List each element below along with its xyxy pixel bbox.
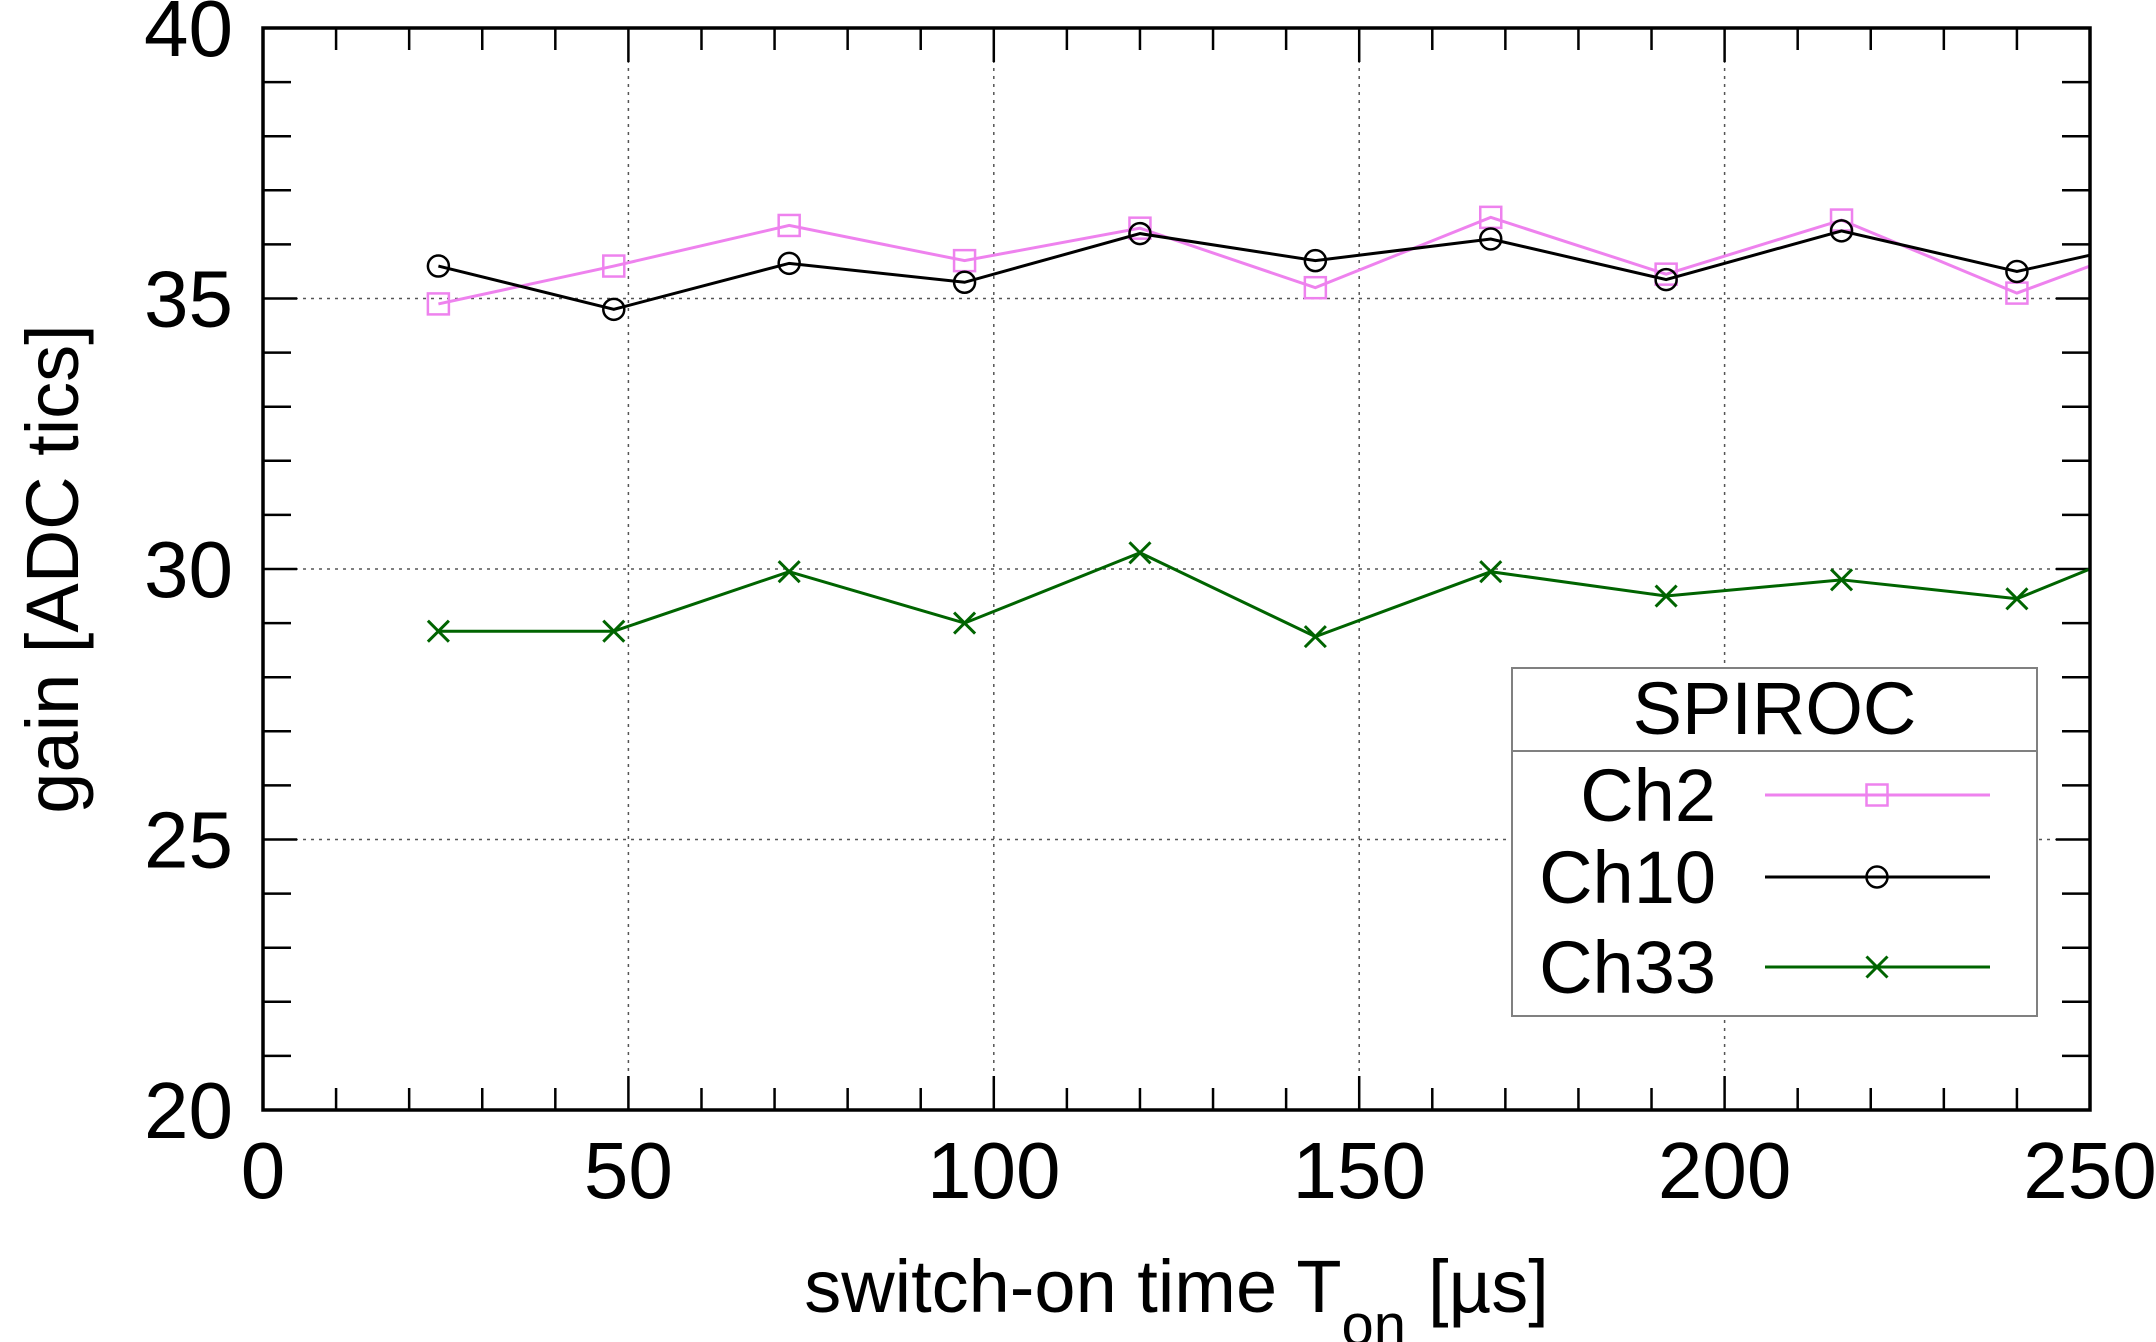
legend-label: Ch10 [1539, 836, 1716, 919]
legend-label: Ch2 [1580, 754, 1716, 837]
data-point [1654, 262, 1678, 286]
plot-frame [261, 26, 2092, 1112]
data-point [1128, 216, 1152, 240]
data-point [2005, 587, 2029, 611]
data-point [777, 251, 801, 276]
data-point [777, 213, 801, 238]
data-point [602, 619, 626, 643]
data-point [1303, 275, 1328, 300]
legend-entry-ch10: Ch10 [1539, 836, 1990, 919]
x-tick-label: 100 [927, 1126, 1060, 1215]
data-point [1654, 584, 1678, 608]
y-tick-label: 25 [144, 796, 233, 885]
data-point [1479, 560, 1503, 584]
series-ch10 [426, 219, 2091, 322]
tick-labels: 0 50 100 150 200 250 20 25 30 35 40 [144, 0, 2156, 1215]
data-point [952, 270, 977, 295]
legend-marker [1865, 955, 1889, 979]
data-point [602, 254, 626, 278]
data-point [426, 292, 451, 316]
x-axis-title-subscript: on [1342, 1293, 1407, 1342]
x-tick-label: 50 [584, 1126, 673, 1215]
data-point [1303, 248, 1328, 273]
data-series [426, 205, 2091, 649]
data-point [2005, 259, 2029, 284]
series-ch33 [426, 541, 2091, 649]
x-axis-title-main: switch-on time T [804, 1245, 1341, 1328]
series-line [438, 229, 2091, 311]
x-axis-title-unit: [µs] [1428, 1245, 1549, 1328]
data-point [1654, 267, 1678, 292]
data-point [426, 619, 450, 643]
data-point [1303, 625, 1327, 649]
y-axis-title: gain [ADC tics] [11, 324, 94, 813]
y-tick-label: 40 [144, 0, 233, 73]
legend-label: Ch33 [1539, 926, 1716, 1009]
x-tick-label: 150 [1292, 1126, 1425, 1215]
data-point [1128, 541, 1152, 565]
x-tick-label: 0 [241, 1126, 286, 1215]
data-point [426, 254, 451, 278]
legend-entry-ch2: Ch2 [1580, 754, 1990, 837]
y-tick-label: 20 [144, 1066, 233, 1155]
legend-marker [1865, 783, 1889, 807]
data-point [602, 297, 626, 322]
x-tick-label: 200 [1658, 1126, 1791, 1215]
legend-box [1511, 667, 2038, 1017]
x-tick-label: 250 [2023, 1126, 2156, 1215]
x-axis-title: switch-on time Ton [µs] [804, 1245, 1549, 1342]
data-point [1478, 227, 1503, 251]
legend-title: SPIROC [1633, 667, 1917, 750]
data-point [953, 611, 977, 635]
legend-marker [1865, 865, 1889, 889]
y-tick-label: 35 [144, 255, 233, 344]
legend-entry-ch33: Ch33 [1539, 926, 1990, 1009]
y-tick-label: 30 [144, 525, 233, 614]
data-point [1829, 568, 1854, 592]
data-point [777, 560, 801, 584]
data-point [1128, 221, 1152, 246]
axis-ticks [263, 28, 2090, 1110]
data-point [1829, 219, 1854, 243]
